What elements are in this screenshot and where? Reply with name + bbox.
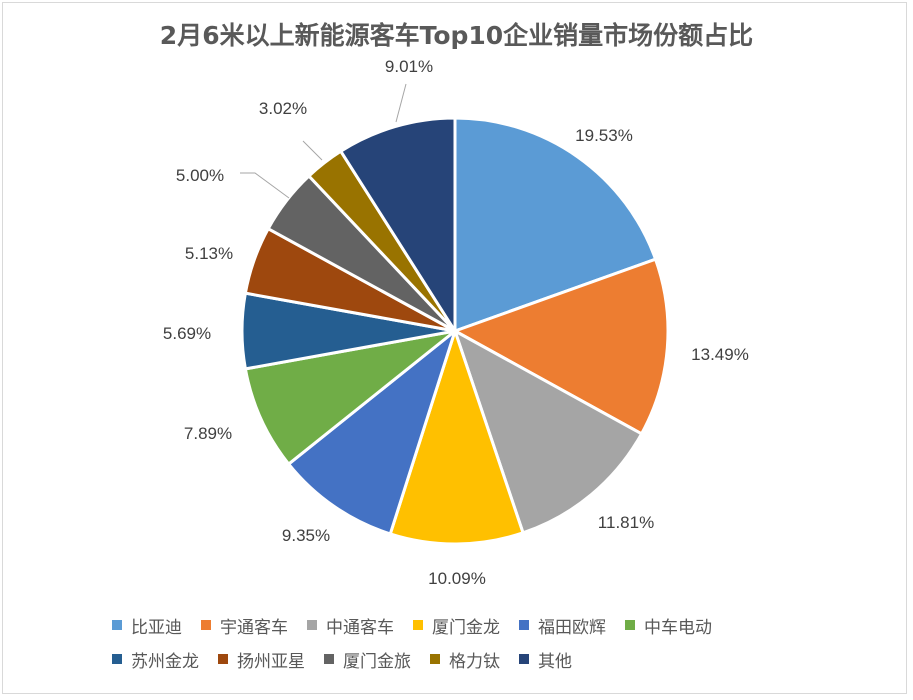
data-label: 10.09% — [428, 569, 486, 588]
data-label: 11.81% — [598, 513, 654, 532]
leader-line — [240, 172, 290, 199]
legend-item: 中通客车 — [307, 613, 394, 638]
data-label: 3.02% — [259, 99, 307, 118]
data-label: 9.01% — [385, 57, 433, 76]
data-label: 5.00% — [176, 166, 224, 185]
pie-slice — [453, 116, 658, 333]
legend-swatch — [218, 654, 228, 664]
data-label: 5.69% — [163, 324, 211, 343]
data-label: 9.35% — [282, 526, 330, 545]
legend: 比亚迪 宇通客车 中通客车 厦门金龙 福田欧辉 中车电动 苏州金龙 扬州亚星 厦门金旅 格力钛 其… — [112, 608, 832, 676]
legend-item: 厦门金旅 — [324, 647, 411, 672]
data-labels: 19.53% 13.49% 11.81% 10.09% 9.35% 7.89% 5.69% 5… — [163, 57, 749, 588]
legend-swatch — [519, 654, 529, 664]
legend-label: 扬州亚星 — [237, 651, 305, 672]
legend-label: 厦门金旅 — [343, 651, 411, 672]
pie-slice — [453, 257, 670, 436]
legend-label: 其他 — [538, 651, 572, 672]
legend-item: 格力钛 — [430, 647, 500, 672]
leader-line — [302, 140, 323, 161]
data-label: 7.89% — [184, 424, 232, 443]
legend-swatch — [625, 620, 635, 630]
pie-slice — [243, 329, 457, 466]
leader-line — [395, 83, 407, 123]
legend-label: 苏州金龙 — [131, 651, 199, 672]
legend-swatch — [324, 654, 334, 664]
chart-title: 2月6米以上新能源客车Top10企业销量市场份额占比 — [159, 21, 754, 50]
legend-swatch — [112, 654, 122, 664]
pie-slice — [339, 116, 457, 333]
legend-label: 中通客车 — [326, 617, 394, 638]
pie-slice — [453, 329, 644, 535]
data-label: 5.13% — [185, 244, 233, 263]
legend-swatch — [413, 620, 423, 630]
pie-slices — [240, 116, 670, 546]
legend-row: 比亚迪 宇通客车 中通客车 厦门金龙 福田欧辉 中车电动 — [112, 608, 832, 642]
legend-label: 中车电动 — [644, 617, 712, 638]
leader-lines — [240, 83, 407, 199]
legend-swatch — [112, 620, 122, 630]
legend-label: 厦门金龙 — [432, 617, 500, 638]
pie-slice — [388, 329, 525, 546]
legend-item: 其他 — [519, 647, 572, 672]
legend-item: 扬州亚星 — [218, 647, 305, 672]
legend-item: 苏州金龙 — [112, 647, 199, 672]
legend-swatch — [307, 620, 317, 630]
legend-item: 宇通客车 — [201, 613, 288, 638]
legend-swatch — [519, 620, 529, 630]
legend-label: 格力钛 — [449, 651, 500, 672]
legend-swatch — [430, 654, 440, 664]
legend-row: 苏州金龙 扬州亚星 厦门金旅 格力钛 其他 — [112, 642, 832, 676]
legend-label: 宇通客车 — [220, 617, 288, 638]
legend-item: 福田欧辉 — [519, 613, 606, 638]
legend-item: 比亚迪 — [112, 613, 182, 638]
legend-label: 比亚迪 — [131, 617, 182, 638]
legend-swatch — [201, 620, 211, 630]
legend-item: 中车电动 — [625, 613, 712, 638]
data-label: 19.53% — [575, 126, 633, 145]
legend-label: 福田欧辉 — [538, 617, 606, 638]
data-label: 13.49% — [691, 345, 749, 364]
legend-item: 厦门金龙 — [413, 613, 500, 638]
pie-slice — [287, 329, 457, 536]
